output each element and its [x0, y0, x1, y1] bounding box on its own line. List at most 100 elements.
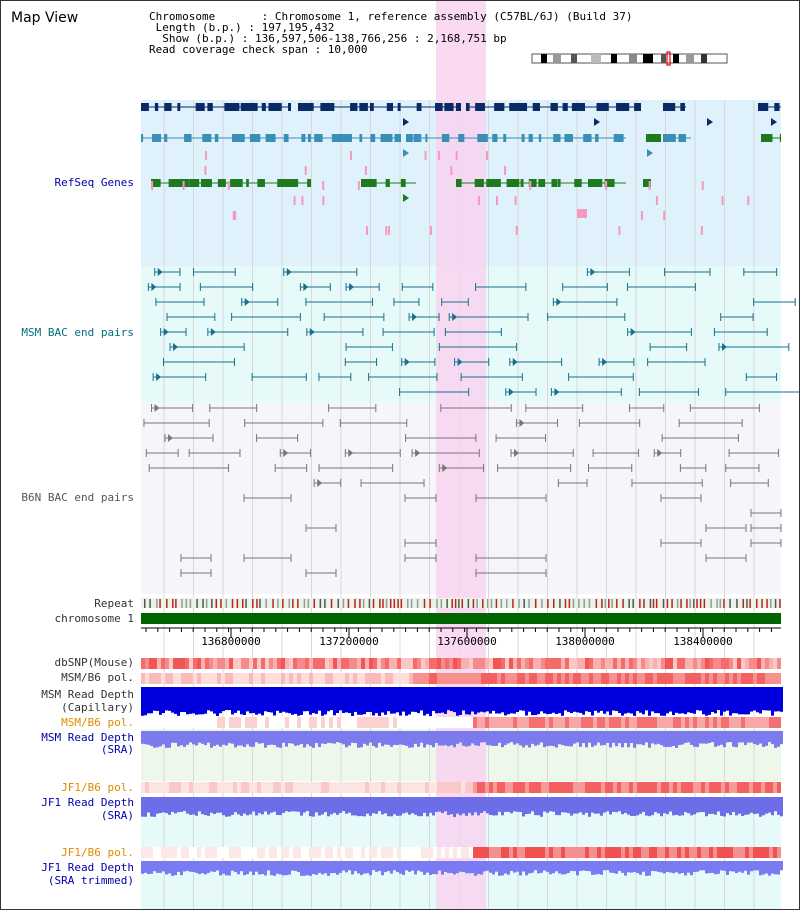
refseq-genes-label[interactable]: RefSeq Genes	[54, 176, 134, 189]
repeat-mark	[410, 599, 413, 608]
msm-pol-cell	[521, 673, 525, 684]
jf1-trimmed-depth-label[interactable]: JF1 Read Depth	[41, 861, 134, 874]
msm-pol-sra-cell	[629, 717, 633, 728]
msm-pol-sra-cell	[173, 717, 177, 728]
msm-pol-cell	[553, 673, 557, 684]
jf1-sra-depth-bar	[414, 797, 417, 815]
dbsnp-cell	[721, 658, 725, 669]
msm-sra-depth-bar	[567, 731, 570, 747]
msm-pol-sra-cell	[349, 717, 353, 728]
gene-pink-mark	[605, 181, 608, 190]
b6n-bac-label[interactable]: B6N BAC end pairs	[21, 491, 134, 504]
dbsnp-cell	[553, 658, 557, 669]
msm-sra-depth-bar	[738, 731, 741, 743]
jf1-sra-depth-bar	[549, 797, 552, 812]
msm-pol-cell	[153, 673, 157, 684]
msm-pol-cell	[645, 673, 649, 684]
gene-arrow	[771, 118, 777, 126]
jf1-sra-depth-bar	[432, 797, 435, 816]
jf1-trimmed-depth-bar	[744, 861, 747, 871]
repeat-mark	[649, 599, 652, 608]
jf1-pol-trimmed-cell	[197, 847, 201, 858]
jf1-pol-trimmed-cell	[645, 847, 649, 858]
jf1-pol-trimmed-cell	[333, 847, 337, 858]
repeat-mark	[686, 599, 688, 608]
msm-pol-sra-cell	[381, 717, 385, 728]
jf1-pol-trimmed-cell	[737, 847, 741, 858]
msm-pol-cell	[389, 673, 393, 684]
msm-pol-cell	[509, 673, 513, 684]
jf1-trimmed-depth-bar	[264, 861, 267, 876]
dbsnp-cell	[449, 658, 453, 669]
msm-capillary-depth-bar	[648, 687, 651, 716]
msm-pol-sra-cell	[665, 717, 669, 728]
jf1-sra-depth-bar	[681, 797, 684, 816]
msm-pol-sra-cell	[285, 717, 289, 728]
jf1-sra-depth-bar	[147, 797, 150, 813]
msm-sra-depth-bar	[573, 731, 576, 744]
dbsnp-cell	[505, 658, 509, 669]
msm-sra-depth-bar	[144, 731, 147, 745]
repeat-label[interactable]: Repeat	[94, 597, 134, 610]
jf1-sra-depth-bar	[444, 797, 447, 812]
jf1-depth-label[interactable]: JF1 Read Depth	[41, 796, 134, 809]
gene-pink-mark	[301, 196, 304, 205]
msm-pol-sra-cell	[497, 717, 501, 728]
msm-sra-depth-bar	[438, 731, 441, 746]
jf1-trimmed-depth-bar	[384, 861, 387, 873]
jf1-trimmed-depth-bar	[300, 861, 303, 876]
msm-depth-sra-label[interactable]: MSM Read Depth	[41, 731, 134, 744]
jf1-pol-trimmed-cell	[341, 847, 345, 858]
jf1-pol-trimmed-cell	[565, 847, 569, 858]
axis-tick-label: 136800000	[201, 635, 261, 648]
msm-capillary-depth-bar	[324, 687, 327, 715]
jf1-sra-depth-bar	[696, 797, 699, 813]
chromosome-label[interactable]: chromosome 1	[54, 612, 134, 625]
dbsnp-label[interactable]: dbSNP(Mouse)	[54, 656, 134, 669]
msm-capillary-depth-bar	[381, 687, 384, 713]
msm-pol-cell	[761, 673, 765, 684]
msm-pol-sra-cell	[289, 717, 293, 728]
jf1-trimmed-depth-bar	[639, 861, 642, 875]
jf1-pol-cell	[233, 782, 237, 793]
msm-pol-sra-label[interactable]: MSM/B6 pol.	[61, 716, 134, 729]
gene-exon	[413, 134, 422, 142]
jf1-trimmed-depth-bar	[756, 861, 759, 871]
jf1-pol-trimmed-cell	[481, 847, 485, 858]
msm-bac-label[interactable]: MSM BAC end pairs	[21, 326, 134, 339]
gene-pink-mark	[640, 211, 643, 220]
gene-exon	[386, 103, 394, 111]
jf1-pol-label[interactable]: JF1/B6 pol.	[61, 781, 134, 794]
msm-pol-cell	[557, 673, 561, 684]
jf1-pol-trimmed-cell	[277, 847, 281, 858]
msm-pol-sra-cell	[773, 717, 777, 728]
jf1-sra-depth-bar	[720, 797, 723, 816]
msm-bac-pair-arrow	[173, 343, 179, 351]
jf1-trimmed-depth-bar	[324, 861, 327, 874]
msm-capillary-depth-bar	[453, 687, 456, 713]
assembly-info: Chromosome : Chromosome 1, reference ass…	[149, 11, 632, 55]
msm-capillary-depth-bar	[198, 687, 201, 715]
jf1-pol-trimmed-cell	[617, 847, 621, 858]
jf1-pol-trimmed-cell	[597, 847, 601, 858]
msm-capillary-depth-bar	[762, 687, 765, 711]
dbsnp-cell	[617, 658, 621, 669]
jf1-trimmed-depth-bar	[453, 861, 456, 875]
jf1-pol-trimmed-label[interactable]: JF1/B6 pol.	[61, 846, 134, 859]
msm-depth-capillary-label[interactable]: MSM Read Depth	[41, 688, 134, 701]
jf1-pol-cell	[217, 782, 221, 793]
msm-capillary-depth-bar	[642, 687, 645, 715]
msm-pol-sra-cell	[181, 717, 185, 728]
msm-capillary-depth-bar	[243, 687, 246, 716]
jf1-trimmed-depth-bar	[633, 861, 636, 873]
msm-sra-depth-bar	[354, 731, 357, 744]
dbsnp-cell	[197, 658, 201, 669]
msm-pol-sra-cell	[761, 717, 765, 728]
repeat-mark	[500, 599, 503, 608]
msm-pol-label[interactable]: MSM/B6 pol.	[61, 671, 134, 684]
msm-bac-pair-arrow	[349, 283, 355, 291]
msm-sra-depth-bar	[672, 731, 675, 747]
msm-pol-cell	[533, 673, 537, 684]
msm-sra-depth-bar	[462, 731, 465, 746]
